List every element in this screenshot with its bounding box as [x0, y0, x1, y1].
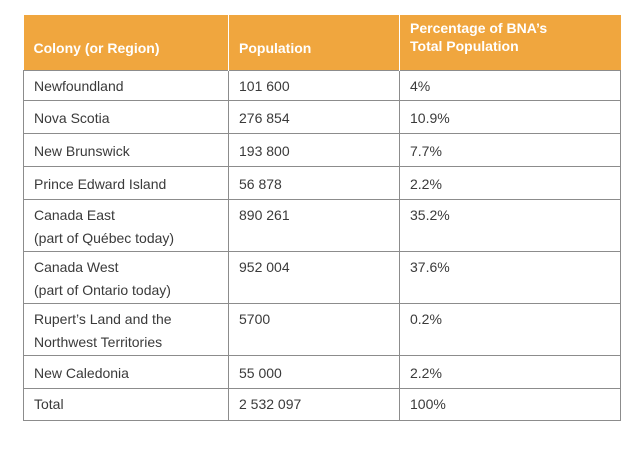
cell-percentage: 2.2% [399, 166, 621, 200]
header-colony: Colony (or Region) [23, 15, 229, 71]
cell-percentage: 35.2% [399, 199, 621, 252]
colony-name-cont: Northwest Territories [34, 334, 163, 350]
table-row: New Brunswick 193 800 7.7% [23, 133, 621, 167]
colony-note: (part of Ontario today) [34, 282, 171, 298]
cell-percentage: 0.2% [399, 303, 621, 356]
table-header: Colony (or Region) Population Percentage… [23, 15, 621, 71]
header-percentage-line2: Total Population [410, 38, 519, 54]
cell-colony: Prince Edward Island [23, 166, 229, 200]
table-row: Prince Edward Island 56 878 2.2% [23, 166, 621, 200]
header-percentage-line1: Percentage of BNA’s [410, 20, 548, 36]
cell-population: 56 878 [228, 166, 400, 200]
table-row-total: Total 2 532 097 100% [23, 388, 621, 421]
cell-percentage: 7.7% [399, 133, 621, 167]
colony-name: Prince Edward Island [34, 176, 167, 192]
colony-name: Rupert’s Land and the [34, 311, 172, 327]
cell-colony: Canada West (part of Ontario today) [23, 251, 229, 304]
cell-population: 55 000 [228, 355, 400, 389]
cell-colony: Total [23, 388, 229, 421]
total-label: Total [34, 396, 64, 412]
header-population: Population [228, 15, 400, 71]
population-table-container: Colony (or Region) Population Percentage… [23, 15, 621, 421]
cell-colony: New Caledonia [23, 355, 229, 389]
table-row: Rupert’s Land and the Northwest Territor… [23, 303, 621, 356]
cell-percentage: 4% [399, 70, 621, 101]
cell-population: 2 532 097 [228, 388, 400, 421]
cell-colony: Rupert’s Land and the Northwest Territor… [23, 303, 229, 356]
cell-colony: Nova Scotia [23, 100, 229, 134]
cell-colony: Canada East (part of Québec today) [23, 199, 229, 252]
colony-name: Nova Scotia [34, 110, 110, 126]
colony-name: Canada East [34, 207, 115, 223]
cell-population: 890 261 [228, 199, 400, 252]
cell-population: 952 004 [228, 251, 400, 304]
cell-percentage: 10.9% [399, 100, 621, 134]
table-body: Newfoundland 101 600 4% Nova Scotia 276 … [23, 70, 621, 421]
colony-name: Newfoundland [34, 78, 124, 94]
table-row: Canada West (part of Ontario today) 952 … [23, 251, 621, 304]
cell-percentage: 2.2% [399, 355, 621, 389]
cell-population: 101 600 [228, 70, 400, 101]
cell-population: 276 854 [228, 100, 400, 134]
cell-population: 193 800 [228, 133, 400, 167]
cell-population: 5700 [228, 303, 400, 356]
colony-name: New Brunswick [34, 143, 130, 159]
cell-percentage: 37.6% [399, 251, 621, 304]
population-table: Colony (or Region) Population Percentage… [23, 15, 621, 421]
colony-name: New Caledonia [34, 365, 129, 381]
table-row: Canada East (part of Québec today) 890 2… [23, 199, 621, 252]
cell-colony: New Brunswick [23, 133, 229, 167]
table-row: Newfoundland 101 600 4% [23, 70, 621, 101]
header-row: Colony (or Region) Population Percentage… [23, 15, 621, 71]
header-percentage: Percentage of BNA’s Total Population [399, 15, 621, 71]
table-row: New Caledonia 55 000 2.2% [23, 355, 621, 389]
cell-colony: Newfoundland [23, 70, 229, 101]
colony-name: Canada West [34, 259, 119, 275]
colony-note: (part of Québec today) [34, 230, 175, 246]
table-row: Nova Scotia 276 854 10.9% [23, 100, 621, 134]
cell-percentage: 100% [399, 388, 621, 421]
